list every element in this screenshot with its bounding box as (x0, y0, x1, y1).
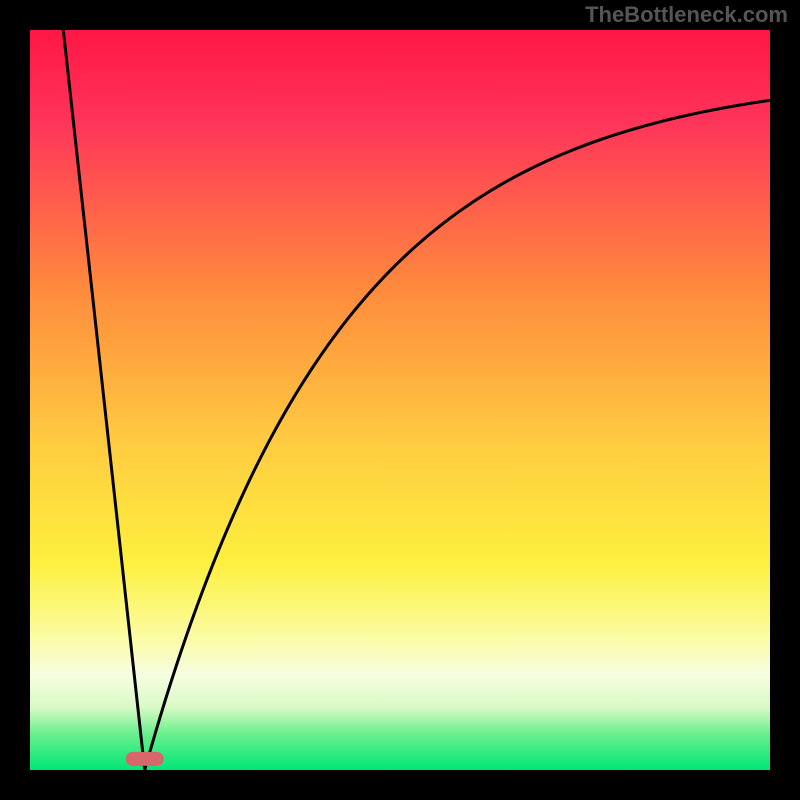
chart-background (30, 30, 770, 770)
optimal-point-marker (126, 752, 164, 766)
bottleneck-chart (0, 0, 800, 800)
watermark-text: TheBottleneck.com (585, 2, 788, 28)
